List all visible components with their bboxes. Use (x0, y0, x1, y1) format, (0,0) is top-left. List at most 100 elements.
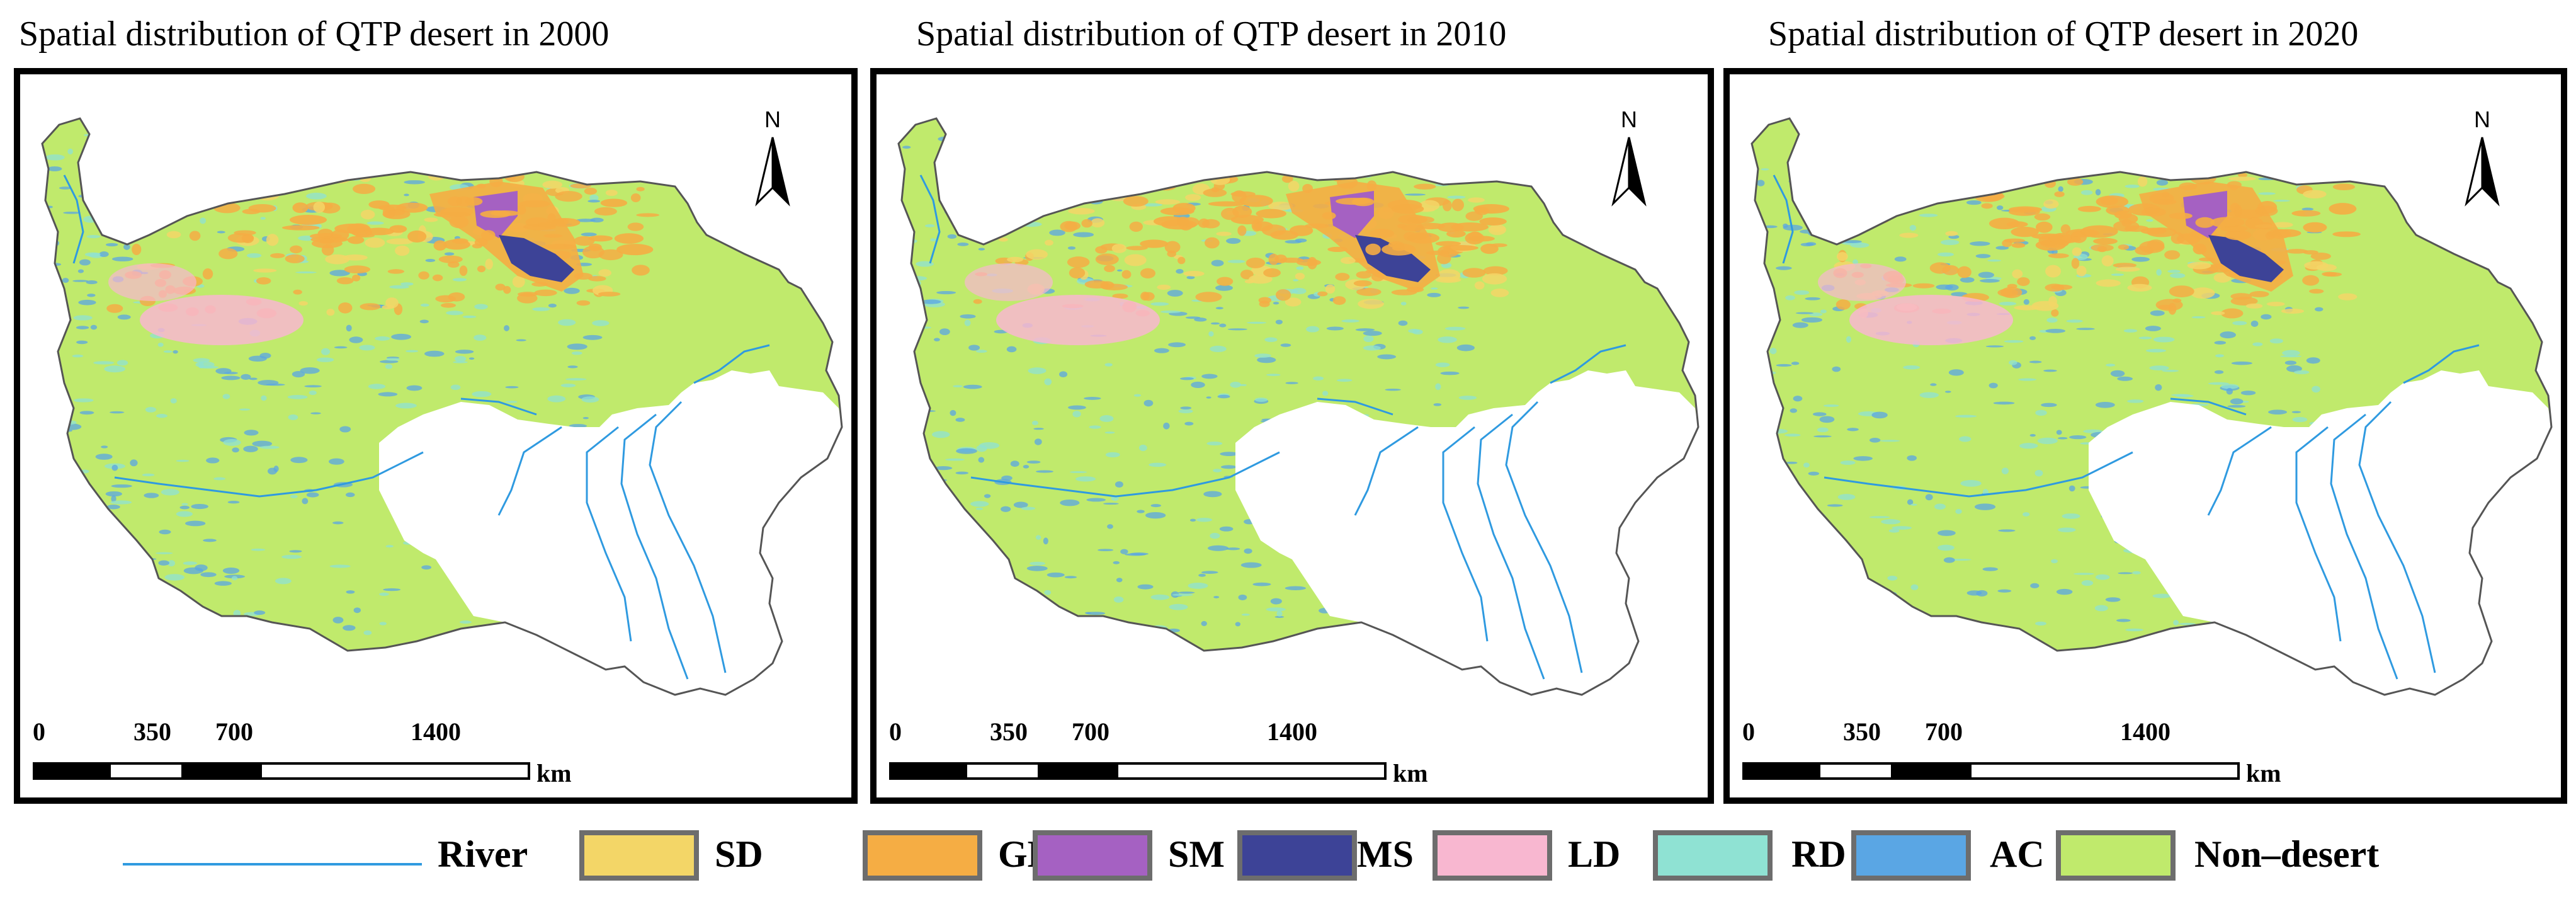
river-line (1477, 413, 1545, 680)
desert-patch (513, 169, 519, 173)
desert-patch (1791, 362, 1800, 365)
desert-patch (2000, 287, 2023, 299)
desert-patch (1275, 289, 1291, 301)
desert-patch (1295, 273, 1305, 280)
desert-patch (968, 225, 974, 229)
desert-patch (316, 357, 334, 362)
desert-patch (176, 135, 191, 141)
desert-patch (309, 390, 317, 396)
desert-patch (472, 391, 492, 397)
river-line (2295, 426, 2342, 642)
desert-patch (1980, 278, 2000, 283)
desert-patch (2224, 230, 2252, 241)
desert-patch (1116, 164, 1131, 171)
desert-patch (1756, 324, 1763, 331)
desert-patch (1230, 382, 1241, 388)
desert-patch (2035, 621, 2046, 626)
desert-patch (77, 269, 84, 273)
desert-patch (300, 367, 320, 374)
desert-patch (984, 494, 991, 498)
desert-patch (904, 600, 913, 607)
desert-patch (1160, 310, 1181, 314)
desert-patch (1854, 197, 1876, 203)
desert-patch (2009, 176, 2036, 186)
desert-patch (2116, 619, 2131, 622)
desert-patch (213, 146, 220, 149)
desert-patch (1149, 462, 1167, 467)
desert-patch (1945, 231, 1958, 236)
desert-patch (1004, 149, 1026, 152)
desert-patch (258, 380, 279, 386)
desert-patch (917, 470, 932, 473)
desert-patch (1490, 289, 1509, 297)
desert-patch (1801, 202, 1808, 207)
desert-patch (2041, 403, 2057, 408)
desert-patch (2273, 200, 2290, 202)
desert-patch (1230, 157, 1243, 161)
desert-patch (2187, 149, 2200, 154)
scale-tick-label: 700 (1925, 717, 1963, 746)
desert-patch (332, 617, 344, 624)
desert-patch (273, 466, 279, 472)
desert-patch (252, 440, 273, 447)
desert-patch (346, 324, 352, 332)
desert-patch (1800, 229, 1816, 234)
desert-patch (1755, 516, 1772, 520)
desert-patch (990, 146, 1002, 150)
desert-patch (366, 221, 384, 225)
desert-patch (334, 346, 348, 349)
desert-patch (2125, 185, 2140, 188)
desert-patch (230, 197, 245, 200)
desert-patch (281, 225, 320, 231)
desert-patch (589, 194, 599, 202)
desert-patch (1227, 260, 1245, 263)
desert-patch (446, 311, 463, 316)
desert-patch (1985, 345, 2004, 348)
desert-patch (1853, 456, 1873, 461)
desert-patch (285, 254, 305, 263)
desert-patch (253, 268, 277, 273)
desert-patch (1337, 379, 1353, 382)
desert-patch (571, 351, 582, 355)
desert-patch (1752, 581, 1771, 588)
desert-patch (2074, 573, 2094, 575)
desert-patch (587, 200, 600, 203)
desert-patch (2138, 336, 2152, 340)
desert-patch (1244, 548, 1252, 554)
desert-patch (2077, 205, 2101, 212)
desert-patch (1180, 406, 1192, 410)
legend-label: MS (1357, 833, 1414, 875)
desert-patch (950, 409, 956, 416)
desert-patch (230, 182, 251, 189)
desert-patch (1211, 260, 1224, 266)
desert-patch (1039, 194, 1056, 197)
desert-patch (2303, 222, 2327, 233)
desert-patch (2037, 174, 2055, 180)
legend-swatch-sd (579, 830, 699, 881)
desert-patch (1820, 309, 1827, 314)
scale-bar-segment (259, 762, 530, 780)
desert-patch (1982, 567, 1999, 571)
desert-patch (1919, 214, 1938, 217)
desert-patch (1185, 316, 1201, 319)
north-arrow-icon (755, 137, 790, 207)
desert-patch (234, 230, 256, 236)
desert-patch (1998, 529, 2016, 532)
north-arrow: N (2454, 106, 2511, 216)
desert-patch (2285, 249, 2308, 254)
desert-patch (900, 277, 911, 281)
desert-patch (1191, 381, 1205, 388)
desert-patch (293, 289, 302, 295)
desert-patch (289, 550, 302, 553)
river-line (2403, 344, 2480, 384)
desert-patch (968, 345, 980, 351)
desert-patch (448, 292, 465, 302)
desert-patch (2257, 200, 2278, 214)
desert-patch (1275, 319, 1283, 324)
desert-patch (406, 385, 423, 391)
desert-patch (979, 200, 987, 212)
desert-patch (1026, 460, 1041, 464)
legend-label: SM (1168, 833, 1225, 875)
desert-patch (2097, 246, 2107, 253)
desert-patch (1086, 612, 1106, 615)
